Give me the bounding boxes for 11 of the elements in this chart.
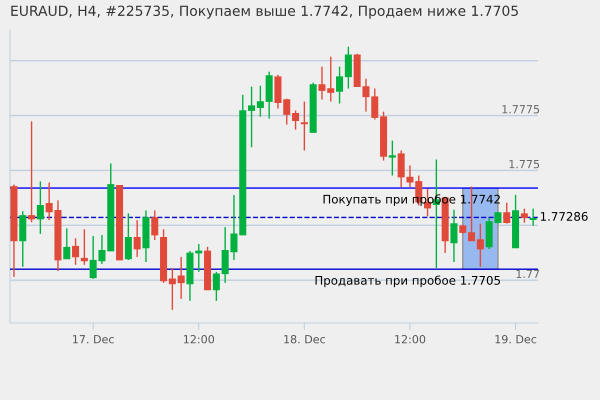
chart-title: EURAUD, H4, #225735, Покупаем выше 1.7742, Продаем ниже 1.7705 <box>11 6 518 19</box>
x-tick-label: 17. Dec <box>73 335 114 344</box>
ref-line-label: 1.77286 <box>540 212 588 221</box>
ref-line-label: Продавать при пробое 1.7705 <box>316 275 500 288</box>
x-tick-label: 12:00 <box>184 335 214 344</box>
y-tick-label: 1.7775 <box>502 105 540 114</box>
x-tick-label: 12:00 <box>395 335 426 344</box>
y-tick-label: 1.77 <box>516 270 540 278</box>
y-tick-label: 1.775 <box>509 160 540 168</box>
x-tick-label: 18. Dec <box>284 335 326 344</box>
x-tick-label: 19. Dec <box>495 335 536 344</box>
